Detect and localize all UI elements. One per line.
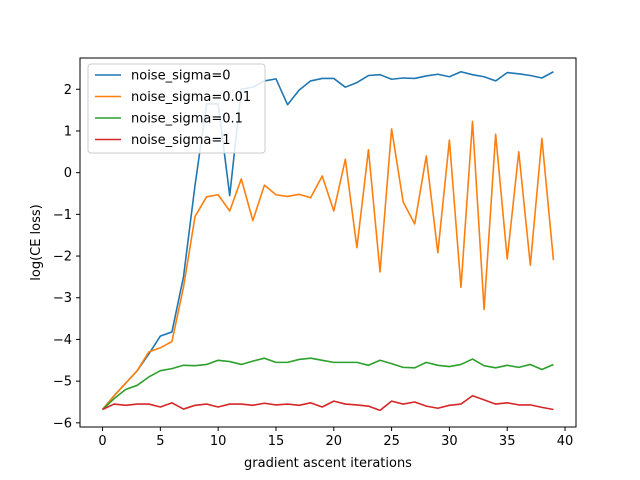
series-line-3 bbox=[102, 394, 554, 412]
y-tick-label: −6 bbox=[53, 416, 72, 431]
y-tick-label: −3 bbox=[53, 291, 72, 306]
legend-label: noise_sigma=0.01 bbox=[131, 90, 251, 105]
y-axis: −6 −5 −4 −3 −2 −1 0 1 2 bbox=[53, 83, 80, 431]
y-axis-label: log(CE loss) bbox=[29, 204, 44, 281]
x-tick-label: 35 bbox=[499, 434, 516, 449]
x-tick-label: 40 bbox=[557, 434, 574, 449]
x-axis: 0 5 10 15 20 25 30 35 40 bbox=[98, 427, 573, 449]
series-line-0 bbox=[101, 70, 554, 411]
plot-frame bbox=[79, 57, 577, 428]
x-axis-label: gradient ascent iterations bbox=[244, 456, 412, 471]
x-tick-label: 10 bbox=[210, 434, 227, 449]
legend-label: noise_sigma=0.1 bbox=[131, 112, 243, 127]
y-tick-label: −2 bbox=[53, 250, 72, 265]
series-layer bbox=[101, 70, 555, 412]
series-line-2 bbox=[102, 357, 554, 411]
legend-label: noise_sigma=0 bbox=[131, 69, 231, 84]
y-tick-label: −1 bbox=[53, 208, 72, 223]
x-tick-label: 15 bbox=[268, 434, 285, 449]
legend: noise_sigma=0 noise_sigma=0.01 noise_sigma… bbox=[87, 63, 266, 154]
y-tick-label: −4 bbox=[53, 333, 72, 348]
legend-label: noise_sigma=1 bbox=[131, 133, 231, 148]
y-tick-label: −5 bbox=[53, 375, 72, 390]
x-tick-label: 30 bbox=[441, 434, 458, 449]
y-tick-label: 2 bbox=[64, 83, 72, 98]
y-tick-label: 1 bbox=[64, 124, 72, 139]
x-tick-label: 0 bbox=[98, 434, 106, 449]
x-tick-label: 20 bbox=[326, 434, 343, 449]
x-tick-label: 5 bbox=[156, 434, 164, 449]
legend-box bbox=[87, 63, 266, 154]
x-tick-label: 25 bbox=[383, 434, 400, 449]
y-tick-label: 0 bbox=[64, 166, 72, 181]
series-line-1 bbox=[101, 120, 555, 411]
